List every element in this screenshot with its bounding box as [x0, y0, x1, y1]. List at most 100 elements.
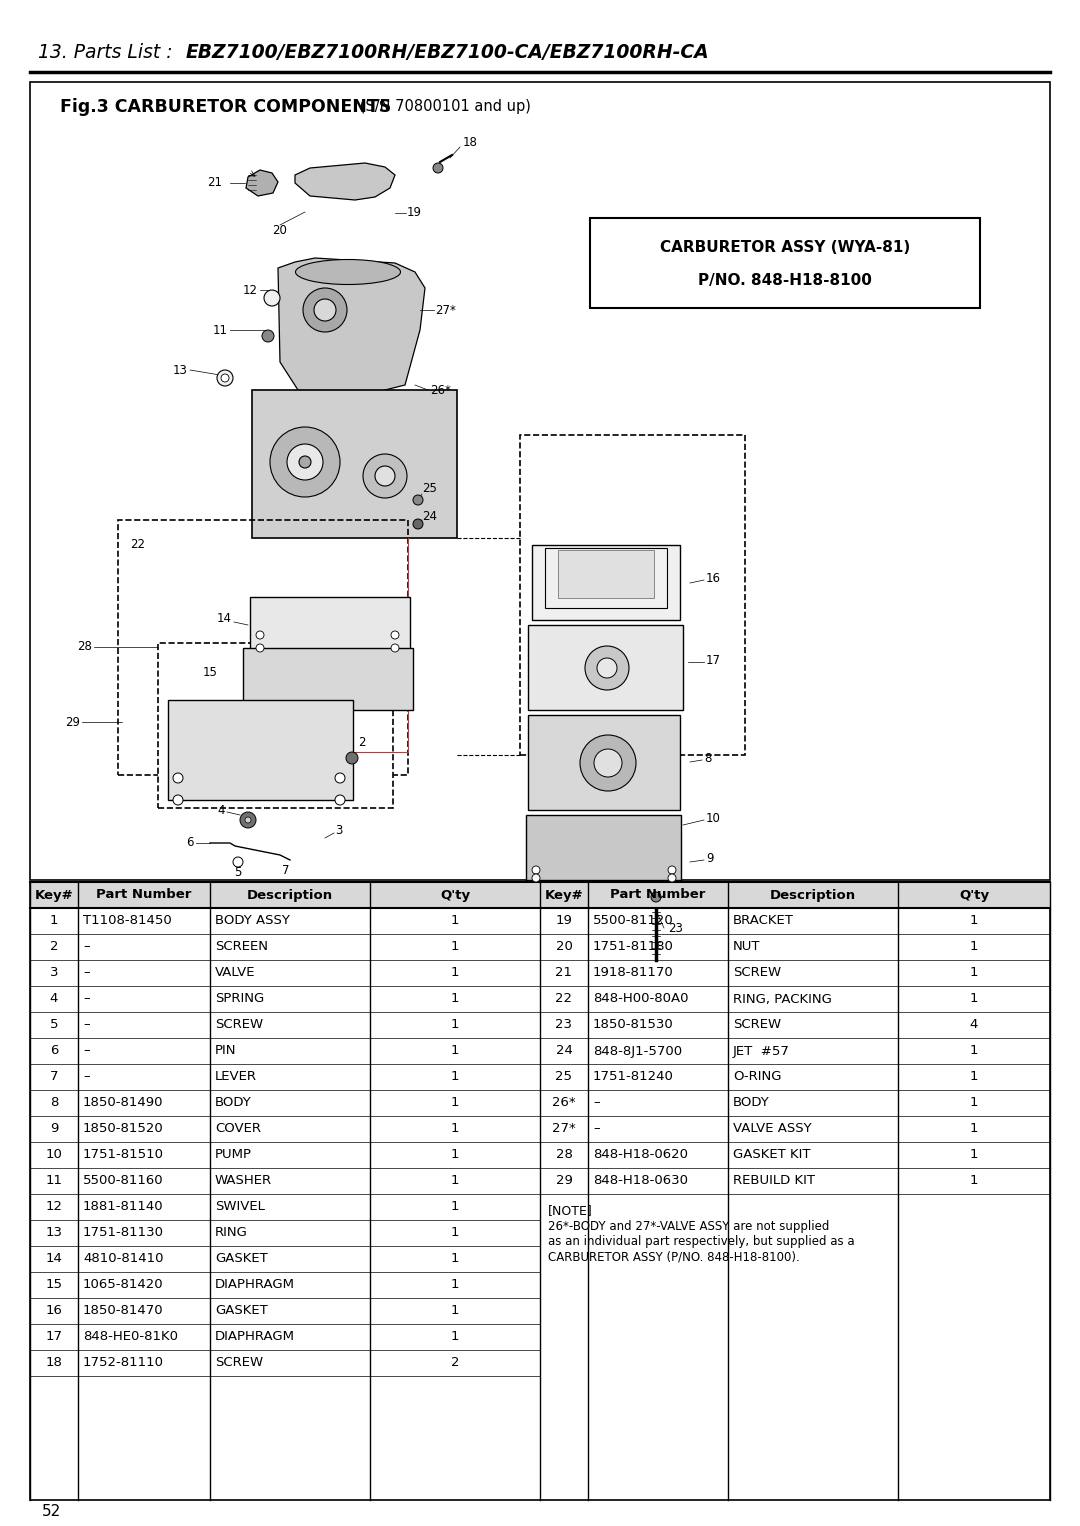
Text: 1: 1 — [450, 1044, 459, 1058]
Text: (S/N 70800101 and up): (S/N 70800101 and up) — [355, 99, 531, 114]
Ellipse shape — [296, 259, 401, 284]
Text: 5500-81160: 5500-81160 — [83, 1175, 164, 1187]
Text: DIAPHRAGM: DIAPHRAGM — [215, 1331, 295, 1343]
Text: 21: 21 — [207, 177, 222, 189]
Polygon shape — [246, 169, 278, 195]
Circle shape — [303, 288, 347, 333]
Text: 20: 20 — [272, 223, 287, 237]
Text: 13. Parts List :: 13. Parts List : — [38, 43, 178, 61]
Bar — [519, 435, 745, 755]
Circle shape — [413, 494, 423, 505]
Text: 7: 7 — [282, 864, 289, 876]
Polygon shape — [295, 163, 395, 200]
Text: 29: 29 — [65, 716, 80, 728]
Circle shape — [391, 644, 399, 652]
Text: 4: 4 — [217, 804, 225, 816]
Text: P/NO. 848-H18-8100: P/NO. 848-H18-8100 — [698, 273, 872, 287]
Circle shape — [262, 330, 274, 342]
Text: 1850-81530: 1850-81530 — [593, 1018, 674, 1032]
Text: BODY: BODY — [215, 1097, 252, 1109]
Text: 1881-81140: 1881-81140 — [83, 1201, 164, 1213]
Text: RING, PACKING: RING, PACKING — [733, 992, 832, 1006]
Text: 1: 1 — [450, 1331, 459, 1343]
Text: Part Number: Part Number — [610, 888, 705, 902]
Text: –: – — [83, 1018, 90, 1032]
Text: 25: 25 — [422, 482, 437, 494]
Text: 1: 1 — [970, 1123, 978, 1135]
Circle shape — [221, 374, 229, 382]
Circle shape — [413, 519, 423, 530]
Text: 14: 14 — [217, 612, 232, 624]
Circle shape — [532, 865, 540, 874]
Circle shape — [585, 645, 629, 690]
Text: 4: 4 — [970, 1018, 978, 1032]
Text: 16: 16 — [706, 572, 721, 584]
Text: 1: 1 — [450, 992, 459, 1006]
Text: 10: 10 — [706, 812, 720, 824]
Text: 9: 9 — [706, 852, 714, 865]
Circle shape — [669, 865, 676, 874]
Text: 22: 22 — [555, 992, 572, 1006]
Text: 1: 1 — [450, 940, 459, 954]
Text: 5: 5 — [50, 1018, 58, 1032]
Text: Key#: Key# — [544, 888, 583, 902]
Text: 12: 12 — [243, 284, 258, 296]
Text: 10: 10 — [45, 1149, 63, 1161]
Bar — [118, 520, 408, 775]
Text: 1751-81130: 1751-81130 — [83, 1227, 164, 1239]
Circle shape — [391, 630, 399, 639]
Text: –: – — [83, 1044, 90, 1058]
Text: GASKET KIT: GASKET KIT — [733, 1149, 810, 1161]
Text: 1850-81470: 1850-81470 — [83, 1305, 164, 1317]
Text: 23: 23 — [555, 1018, 572, 1032]
Text: 1: 1 — [450, 1071, 459, 1083]
Text: 1065-81420: 1065-81420 — [83, 1279, 164, 1291]
Text: 26*-BODY and 27*-VALVE ASSY are not supplied: 26*-BODY and 27*-VALVE ASSY are not supp… — [548, 1219, 829, 1233]
Circle shape — [375, 465, 395, 485]
Text: 23: 23 — [669, 922, 683, 934]
Text: GASKET: GASKET — [215, 1305, 268, 1317]
Bar — [30, 882, 1050, 1500]
Text: 2: 2 — [357, 736, 365, 748]
Text: 18: 18 — [463, 136, 477, 148]
Text: Q'ty: Q'ty — [440, 888, 470, 902]
Text: DIAPHRAGM: DIAPHRAGM — [215, 1279, 295, 1291]
Circle shape — [314, 299, 336, 320]
Text: Description: Description — [247, 888, 333, 902]
Text: 6: 6 — [187, 836, 194, 850]
Circle shape — [264, 290, 280, 307]
Text: 17: 17 — [45, 1331, 63, 1343]
Text: 1: 1 — [450, 1253, 459, 1265]
Text: 1850-81490: 1850-81490 — [83, 1097, 163, 1109]
Bar — [249, 597, 410, 652]
Text: PUMP: PUMP — [215, 1149, 252, 1161]
Text: 1: 1 — [172, 769, 179, 781]
Text: 1: 1 — [970, 1097, 978, 1109]
Circle shape — [594, 749, 622, 777]
Circle shape — [173, 774, 183, 783]
Text: 14: 14 — [45, 1253, 63, 1265]
Text: 13: 13 — [173, 363, 188, 377]
Circle shape — [433, 163, 443, 172]
Circle shape — [363, 455, 407, 497]
Text: 848-HE0-81K0: 848-HE0-81K0 — [83, 1331, 178, 1343]
Text: 848-H18-0630: 848-H18-0630 — [593, 1175, 688, 1187]
Text: BODY: BODY — [733, 1097, 770, 1109]
Text: 11: 11 — [213, 324, 228, 337]
Text: GASKET: GASKET — [215, 1253, 268, 1265]
Text: 1751-81180: 1751-81180 — [593, 940, 674, 954]
Text: 29: 29 — [555, 1175, 572, 1187]
Text: T1108-81450: T1108-81450 — [83, 914, 172, 928]
Text: VALVE: VALVE — [215, 966, 256, 980]
Text: 1: 1 — [450, 1097, 459, 1109]
Text: 4: 4 — [50, 992, 58, 1006]
Text: 52: 52 — [42, 1505, 62, 1520]
Bar — [30, 82, 1050, 881]
Text: 15: 15 — [203, 665, 218, 679]
Text: [NOTE]: [NOTE] — [548, 1204, 593, 1218]
Text: 8: 8 — [50, 1097, 58, 1109]
Text: Q'ty: Q'ty — [959, 888, 989, 902]
Text: SCREW: SCREW — [733, 1018, 781, 1032]
Text: VALVE ASSY: VALVE ASSY — [733, 1123, 812, 1135]
Text: –: – — [83, 966, 90, 980]
